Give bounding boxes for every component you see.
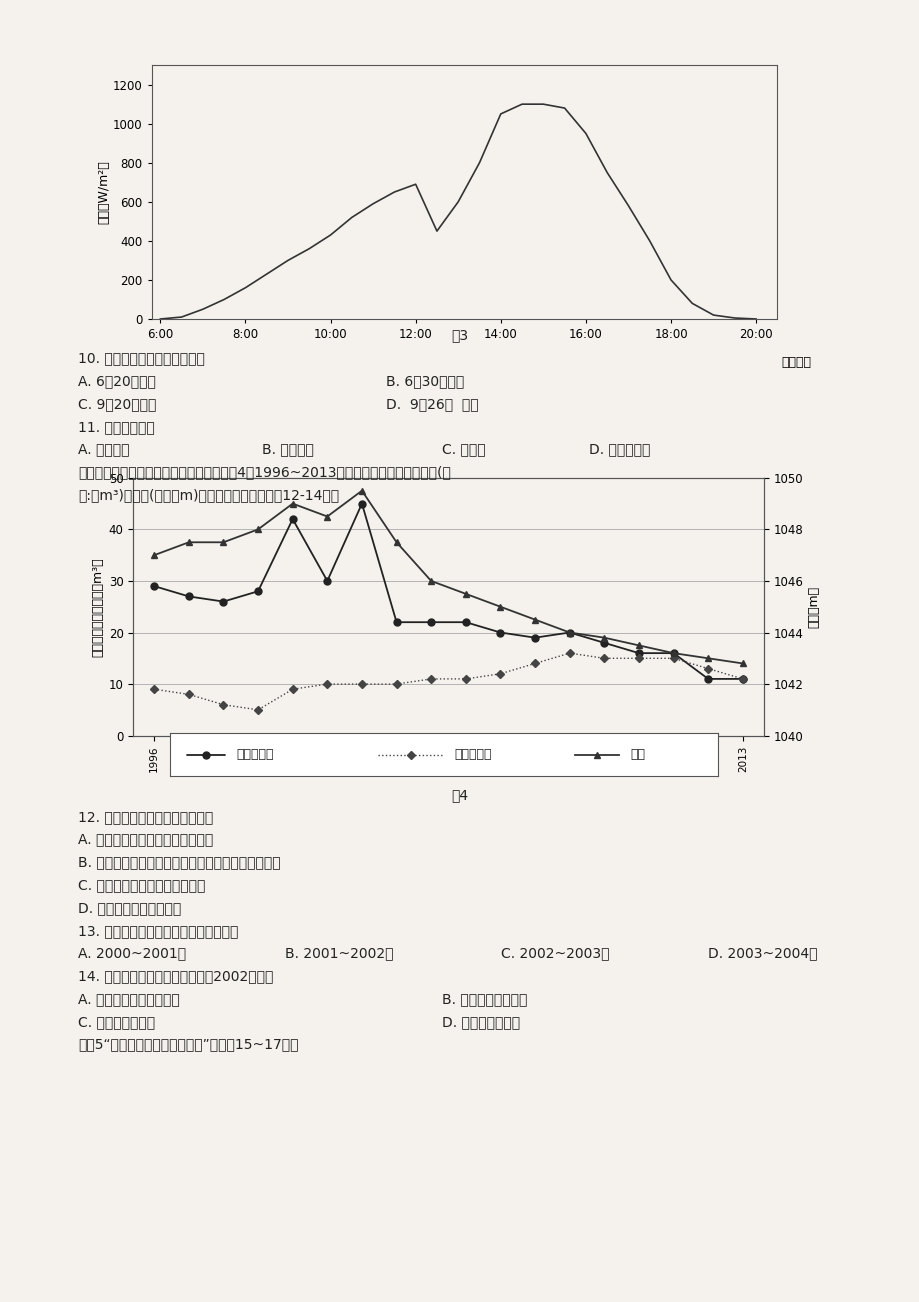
Text: 北京时间: 北京时间 <box>781 355 811 368</box>
水位 <box>598 630 609 646</box>
出湖径流量 <box>149 681 160 697</box>
水位 <box>633 638 644 654</box>
水位 <box>149 547 160 562</box>
Text: B. 2001~2002年: B. 2001~2002年 <box>285 947 393 961</box>
Text: D. 帕米尔高原: D. 帕米尔高原 <box>588 443 650 457</box>
水位 <box>460 586 471 602</box>
出湖径流量 <box>460 671 471 686</box>
Text: D. 该湖泊主要靠雨水补给: D. 该湖泊主要靠雨水补给 <box>78 901 181 915</box>
Line: 水位: 水位 <box>151 487 745 667</box>
入湖径流量 <box>218 594 229 609</box>
水位 <box>391 534 402 549</box>
出湖径流量 <box>563 646 574 661</box>
水位 <box>702 651 713 667</box>
Text: A. 6月20日多云: A. 6月20日多云 <box>78 375 156 388</box>
水位 <box>183 534 194 549</box>
Text: D.  9月26日  晴朗: D. 9月26日 晴朗 <box>386 397 479 411</box>
入湖径流量 <box>460 615 471 630</box>
水位 <box>736 656 747 672</box>
Text: 图4: 图4 <box>451 788 468 802</box>
Y-axis label: 辐射（W/m²）: 辐射（W/m²） <box>97 160 110 224</box>
水位 <box>563 625 574 641</box>
Y-axis label: 入湖与出湖径流量（亿m³）: 入湖与出湖径流量（亿m³） <box>92 557 105 656</box>
Text: C. 2002~2003年: C. 2002~2003年 <box>501 947 609 961</box>
Line: 入湖径流量: 入湖径流量 <box>151 500 745 682</box>
Text: D. 2003~2004年: D. 2003~2004年 <box>708 947 817 961</box>
Text: B. 祈连山地: B. 祈连山地 <box>262 443 313 457</box>
Text: C. 9月20日多云: C. 9月20日多云 <box>78 397 156 411</box>
水位 <box>529 612 540 628</box>
入湖径流量 <box>667 646 678 661</box>
水位 <box>218 534 229 549</box>
Text: A. 该湖泊可能位于长江中下游平原: A. 该湖泊可能位于长江中下游平原 <box>78 833 213 846</box>
Text: C. 台湾岛: C. 台湾岛 <box>441 443 484 457</box>
入湖径流量 <box>252 583 263 599</box>
Text: A. 小兴安岭: A. 小兴安岭 <box>78 443 130 457</box>
出湖径流量 <box>391 676 402 691</box>
Text: 12. 下列对该湖泊的叙述正确的是: 12. 下列对该湖泊的叙述正确的是 <box>78 810 213 824</box>
入湖径流量 <box>494 625 505 641</box>
水位 <box>356 483 367 499</box>
出湖径流量 <box>252 702 263 717</box>
Text: 入湖径流量: 入湖径流量 <box>235 749 273 760</box>
出湖径流量 <box>633 651 644 667</box>
入湖径流量 <box>633 646 644 661</box>
Text: A. 2000~2001年: A. 2000~2001年 <box>78 947 187 961</box>
出湖径流量 <box>667 651 678 667</box>
出湖径流量 <box>218 697 229 712</box>
出湖径流量 <box>356 676 367 691</box>
出湖径流量 <box>736 671 747 686</box>
入湖径流量 <box>425 615 437 630</box>
Text: D. 湖区降水量减少: D. 湖区降水量减少 <box>441 1016 519 1029</box>
Text: 图3: 图3 <box>451 328 468 342</box>
出湖径流量 <box>702 661 713 677</box>
Text: A. 湖泊含盐量呐下降趋势: A. 湖泊含盐量呐下降趋势 <box>78 992 180 1006</box>
入湖径流量 <box>529 630 540 646</box>
出湖径流量 <box>183 686 194 702</box>
出湖径流量 <box>494 665 505 681</box>
Line: 出湖径流量: 出湖径流量 <box>152 651 744 712</box>
出湖径流量 <box>425 671 437 686</box>
出湖径流量 <box>529 656 540 672</box>
Text: C. 该湖泊水体只参与陆上内循环: C. 该湖泊水体只参与陆上内循环 <box>78 878 205 892</box>
Text: 出湖径流量: 出湖径流量 <box>454 749 492 760</box>
入湖径流量 <box>356 496 367 512</box>
入湖径流量 <box>287 512 298 527</box>
Y-axis label: 水位（m）: 水位（m） <box>807 586 820 628</box>
Text: 某湖泊曾是中国最大的内陆淡水吞吐湖，图4为1996~2013年该湖泊入湖与出湖径流量(单: 某湖泊曾是中国最大的内陆淡水吞吐湖，图4为1996~2013年该湖泊入湖与出湖径… <box>78 466 450 479</box>
入湖径流量 <box>702 671 713 686</box>
Text: C. 湖区下溴量减少: C. 湖区下溴量减少 <box>78 1016 155 1029</box>
入湖径流量 <box>563 625 574 641</box>
Text: 水位: 水位 <box>630 749 644 760</box>
Text: 13. 下列各时段内湖泊面积变化最大的是: 13. 下列各时段内湖泊面积变化最大的是 <box>78 924 238 937</box>
入湖径流量 <box>391 615 402 630</box>
出湖径流量 <box>322 676 333 691</box>
Text: B. 该湖泊为内陆湖泊，湖水主要通过蕉发与下溴排水: B. 该湖泊为内陆湖泊，湖水主要通过蕉发与下溴排水 <box>78 855 280 870</box>
Text: B. 6月30日晴朗: B. 6月30日晴朗 <box>386 375 464 388</box>
水位 <box>425 573 437 589</box>
Text: 14. 从湖泊的水位变化可以推知，2002年之后: 14. 从湖泊的水位变化可以推知，2002年之后 <box>78 969 273 983</box>
Text: 10. 该日日期及天气状况可能是: 10. 该日日期及天气状况可能是 <box>78 352 205 366</box>
入湖径流量 <box>598 635 609 651</box>
Text: 位:亿m³)及水位(单位：m)的年际变化。据此完成12-14题。: 位:亿m³)及水位(单位：m)的年际变化。据此完成12-14题。 <box>78 488 339 503</box>
出湖径流量 <box>287 681 298 697</box>
入湖径流量 <box>149 578 160 594</box>
Text: 11. 该地可能位于: 11. 该地可能位于 <box>78 419 154 434</box>
水位 <box>252 522 263 538</box>
水位 <box>494 599 505 615</box>
入湖径流量 <box>183 589 194 604</box>
入湖径流量 <box>322 573 333 589</box>
出湖径流量 <box>598 651 609 667</box>
水位 <box>322 509 333 525</box>
入湖径流量 <box>736 671 747 686</box>
水位 <box>667 646 678 661</box>
Text: 读图5“我国甲、乙两区域示意图”，完成15~17题。: 读图5“我国甲、乙两区域示意图”，完成15~17题。 <box>78 1038 299 1052</box>
Text: B. 湖区汇水面积减小: B. 湖区汇水面积减小 <box>441 992 527 1006</box>
水位 <box>287 496 298 512</box>
